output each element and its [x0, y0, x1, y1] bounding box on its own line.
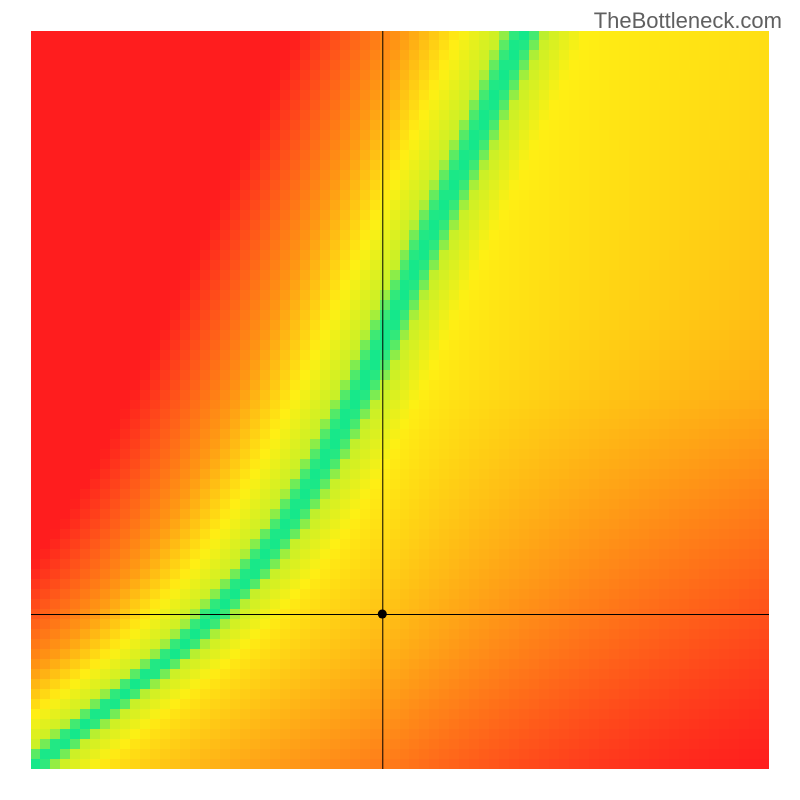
heatmap-canvas: [31, 31, 769, 769]
chart-container: TheBottleneck.com: [0, 0, 800, 800]
heatmap-plot: [31, 31, 769, 769]
watermark-text: TheBottleneck.com: [594, 8, 782, 34]
